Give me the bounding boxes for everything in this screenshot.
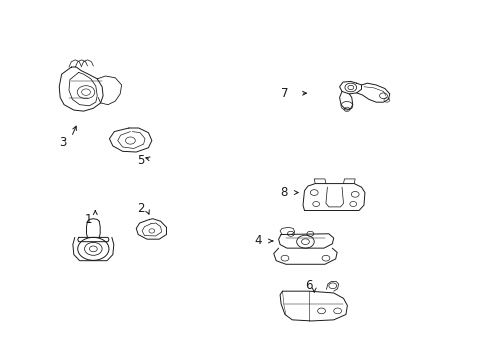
Text: 2: 2 — [137, 202, 144, 215]
Text: 5: 5 — [137, 154, 144, 167]
Text: 1: 1 — [85, 213, 92, 226]
Text: 4: 4 — [254, 234, 261, 247]
Text: 8: 8 — [280, 186, 287, 199]
Text: 7: 7 — [280, 87, 288, 100]
Text: 3: 3 — [59, 136, 66, 149]
Text: 6: 6 — [305, 279, 312, 292]
